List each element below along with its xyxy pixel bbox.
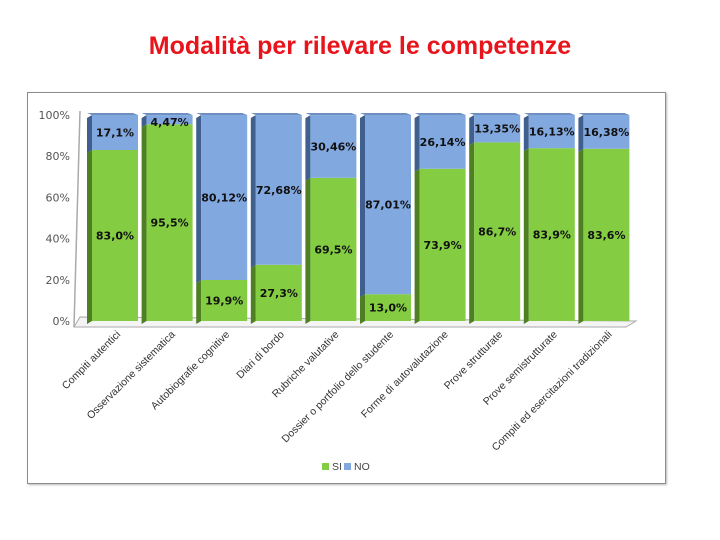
data-label-si: 83,6% <box>587 229 625 242</box>
bar-side-si <box>196 280 202 324</box>
y-axis-line <box>73 110 81 328</box>
bar-side-no <box>87 115 92 154</box>
bar-si <box>310 177 357 321</box>
data-label-no: 30,46% <box>310 140 356 153</box>
y-tick-label: 80% <box>46 150 70 163</box>
data-label-no: 80,12% <box>201 191 247 204</box>
data-label-no: 16,13% <box>529 126 575 139</box>
x-category-label: Diari di bordo <box>234 329 287 382</box>
bar-top <box>469 113 521 115</box>
data-label-si: 73,9% <box>424 239 462 252</box>
y-tick-label: 0% <box>53 315 70 328</box>
bar-si <box>419 168 466 321</box>
y-tick-label: 40% <box>46 233 70 246</box>
bar-no <box>146 115 193 125</box>
data-label-no: 87,01% <box>365 199 411 212</box>
bar-no <box>201 115 248 281</box>
bar-no <box>419 115 466 169</box>
bar-si <box>92 150 138 321</box>
bar-top <box>578 113 630 115</box>
bar-si <box>255 264 302 321</box>
bar-side-si <box>360 294 365 324</box>
legend-label-no: NO <box>354 461 370 473</box>
x-category-label: Osservazione sistematica <box>85 329 178 422</box>
data-label-si: 13,0% <box>369 302 407 315</box>
bar-top <box>523 113 575 115</box>
bar-top <box>360 113 411 115</box>
bar-si <box>474 142 521 321</box>
y-tick-label: 20% <box>46 274 70 287</box>
bar-side-no <box>414 115 420 172</box>
legend-swatch-si <box>322 463 329 470</box>
data-label-si: 27,3% <box>260 287 298 300</box>
data-label-no: 26,14% <box>420 136 466 149</box>
chart-frame <box>27 92 666 484</box>
data-label-no: 72,68% <box>256 184 302 197</box>
bar-side-si <box>305 177 311 324</box>
data-label-si: 95,5% <box>151 217 189 230</box>
bar-top <box>414 113 466 115</box>
bar-side-si <box>523 148 529 324</box>
bar-si <box>528 148 575 321</box>
bar-si <box>146 124 193 322</box>
data-label-si: 86,7% <box>478 226 516 239</box>
slide-title: Modalità per rilevare le competenze <box>148 32 572 60</box>
bar-side-si <box>414 168 420 324</box>
bar-no <box>583 115 630 149</box>
bar-si <box>201 280 248 321</box>
bar-top <box>305 113 357 115</box>
data-label-no: 4,47% <box>151 116 189 129</box>
x-category-label: Prove strutturate <box>442 329 505 392</box>
data-label-no: 13,35% <box>474 123 520 136</box>
bar-top <box>196 113 248 115</box>
bar-no <box>528 115 575 149</box>
bar-no <box>310 115 357 178</box>
bar-si <box>583 148 630 321</box>
bar-top <box>250 113 302 115</box>
bar-side-no <box>578 115 584 152</box>
x-category-label: Compiti autentici <box>60 329 123 392</box>
y-tick-label: 100% <box>39 109 70 122</box>
bar-side-si <box>87 150 92 324</box>
bar-side-no <box>305 115 311 181</box>
bar-si <box>365 294 411 321</box>
bar-side-si <box>141 124 147 325</box>
bar-top <box>87 113 138 115</box>
x-category-label: Dossier o portfolio dello studente <box>280 329 397 446</box>
data-label-si: 19,9% <box>205 295 243 308</box>
bar-no <box>474 115 521 143</box>
data-label-si: 69,5% <box>314 243 352 256</box>
bar-side-si <box>250 264 256 324</box>
legend-label-si: SI <box>332 461 342 473</box>
bar-no <box>255 115 302 265</box>
bar-side-no <box>469 115 475 146</box>
bar-no <box>92 115 138 151</box>
bar-top <box>141 113 193 115</box>
bar-side-si <box>469 142 475 324</box>
data-label-no: 17,1% <box>96 126 134 139</box>
bar-side-no <box>523 115 529 152</box>
bar-side-no <box>141 115 147 128</box>
bar-side-no <box>250 115 256 268</box>
bar-side-si <box>578 148 584 324</box>
bar-side-no <box>360 115 365 298</box>
data-label-si: 83,9% <box>533 229 571 242</box>
legend-swatch-no <box>344 463 351 470</box>
data-label-no: 16,38% <box>583 126 629 139</box>
data-label-si: 83,0% <box>96 230 134 243</box>
x-category-label: Compiti ed esercitazioni tradizionali <box>490 329 615 454</box>
y-tick-label: 60% <box>46 191 70 204</box>
bar-side-no <box>196 115 202 284</box>
bar-no <box>365 115 411 295</box>
